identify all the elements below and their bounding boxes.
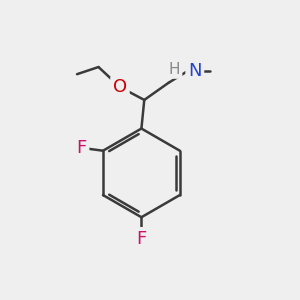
Text: F: F — [76, 139, 87, 157]
Text: H: H — [169, 61, 180, 76]
Text: N: N — [188, 62, 202, 80]
Text: F: F — [136, 230, 146, 248]
Text: O: O — [113, 78, 127, 96]
